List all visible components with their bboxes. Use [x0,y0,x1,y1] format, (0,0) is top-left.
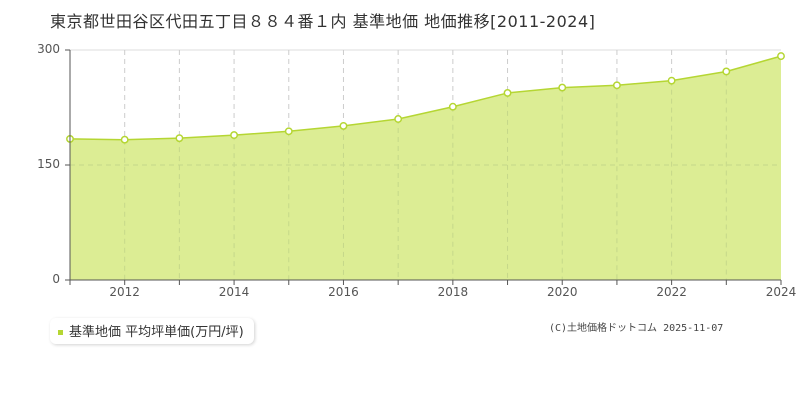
y-tick-label: 0 [52,272,60,286]
x-tick-label: 2014 [218,285,250,299]
x-tick-label: 2022 [656,285,687,299]
data-points [66,52,785,144]
y-tick-label: 300 [37,42,60,56]
axes [65,49,782,285]
x-tick-label: 2018 [437,285,469,299]
legend-swatch-icon [58,330,63,335]
chart-title: 東京都世田谷区代田五丁目８８４番１内 基準地価 地価推移[2011-2024] [50,12,596,31]
x-tick-label: 2020 [546,285,578,299]
copyright-credit: (C)土地価格ドットコム 2025-11-07 [549,323,724,334]
y-tick-label: 150 [37,157,60,171]
data-line [69,55,782,141]
x-tick-label: 2024 [765,285,797,299]
legend-label: 基準地価 平均坪単価(万円/坪) [69,325,244,340]
x-tick-label: 2016 [328,285,359,299]
area-fill [70,56,781,281]
legend: 基準地価 平均坪単価(万円/坪) [50,318,254,344]
x-tick-label: 2012 [109,285,140,299]
